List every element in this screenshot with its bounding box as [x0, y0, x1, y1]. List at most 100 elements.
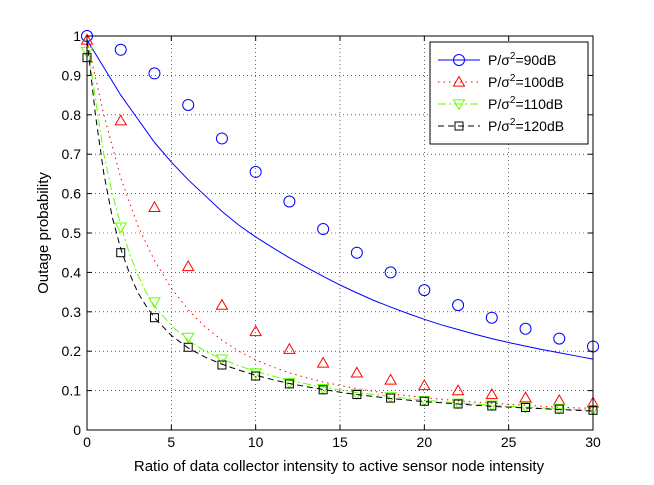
legend-label-tail: =90dB — [515, 52, 556, 68]
series-2-marker — [384, 373, 397, 385]
series-3-marker — [249, 368, 263, 380]
series-3-marker — [148, 297, 161, 309]
y-tick-label: 0.6 — [62, 186, 82, 202]
legend-label-tail: =120dB — [515, 118, 564, 134]
series-3-marker — [181, 332, 195, 344]
y-tick-label: 0 — [73, 422, 81, 438]
series-1-marker — [114, 43, 127, 56]
series-3-marker — [114, 222, 128, 234]
series-2 — [80, 33, 600, 409]
series-3-marker — [384, 392, 397, 404]
x-tick-label: 5 — [167, 434, 175, 450]
legend-marker-1 — [453, 54, 465, 66]
legend-label-superscript: 2 — [510, 95, 516, 106]
series-2-marker — [249, 324, 263, 337]
series-4 — [82, 39, 598, 415]
legend-label-1: P/σ2=90dB — [488, 51, 556, 68]
y-tick-label: 0.7 — [62, 146, 82, 162]
series-1-marker — [215, 132, 228, 145]
series-2-marker — [451, 384, 465, 396]
legend-marker-2 — [452, 75, 466, 87]
series-1-marker — [283, 195, 296, 208]
series-3-line — [86, 39, 594, 411]
series-2-marker — [114, 114, 128, 126]
series-1-marker — [384, 266, 397, 279]
series-1-marker — [452, 299, 465, 312]
series-2-marker — [316, 356, 330, 368]
series-2-marker — [181, 259, 195, 272]
x-axis-label: Ratio of data collector intensity to act… — [134, 458, 545, 475]
series-2-marker — [283, 342, 296, 354]
plot-frame — [86, 35, 594, 431]
legend-label-superscript: 2 — [510, 51, 516, 62]
y-tick-label: 0.2 — [62, 343, 82, 359]
y-tick-label: 0.3 — [62, 304, 82, 320]
y-tick-label: 1 — [73, 28, 81, 44]
series-2-marker — [519, 391, 532, 403]
series-4-marker — [386, 393, 396, 403]
series-2-marker — [148, 200, 161, 213]
series-2-line — [86, 39, 594, 409]
legend-box — [429, 41, 589, 145]
legend-label-base: P/σ — [488, 74, 510, 90]
y-tick-label: 0.5 — [62, 225, 82, 241]
series-1-marker — [485, 311, 498, 324]
series-4-marker — [521, 403, 531, 413]
series-4-marker — [419, 396, 429, 406]
series-2-marker — [350, 366, 364, 378]
x-tick-label: 15 — [332, 434, 348, 450]
series-4-line — [86, 39, 594, 412]
series-1-marker — [553, 332, 566, 345]
x-tick-label: 20 — [417, 434, 433, 450]
series-1-line — [86, 39, 594, 360]
series-1-marker — [519, 322, 532, 335]
series-4-marker — [116, 248, 126, 258]
legend-label-superscript: 2 — [510, 73, 516, 84]
y-axis-label: Outage probability — [35, 172, 52, 294]
legend-label-2: P/σ2=100dB — [488, 73, 564, 90]
series-4-marker — [487, 401, 497, 411]
legend-label-4: P/σ2=120dB — [488, 117, 564, 134]
series-4-marker — [284, 379, 294, 389]
series-1-marker — [350, 246, 363, 259]
legend-label-3: P/σ2=110dB — [488, 95, 563, 112]
series-2-marker — [215, 298, 229, 310]
series-3-marker — [215, 354, 229, 366]
x-tick-label: 25 — [501, 434, 517, 450]
series-4-marker — [554, 404, 564, 414]
series-4-marker — [318, 385, 328, 395]
series-3-marker — [283, 378, 296, 390]
grid-layer — [87, 36, 593, 430]
series-4-marker — [149, 313, 159, 323]
series-1-marker — [418, 284, 431, 297]
y-tick-label: 0.8 — [62, 107, 82, 123]
series-4-marker — [251, 371, 261, 381]
x-tick-label: 30 — [585, 434, 601, 450]
y-tick-label: 0.1 — [62, 383, 82, 399]
series-2-marker — [417, 378, 431, 391]
series-1-marker — [148, 67, 161, 80]
legend-label-base: P/σ — [488, 96, 510, 112]
y-tick-label: 0.9 — [62, 67, 82, 83]
y-tick-label: 0.4 — [62, 264, 82, 280]
legend-label-superscript: 2 — [510, 117, 516, 128]
series-layer — [80, 30, 600, 417]
series-4-marker — [217, 360, 227, 370]
x-tick-label: 0 — [83, 434, 91, 450]
x-tick-label: 10 — [248, 434, 264, 450]
series-4-marker — [183, 342, 193, 352]
series-1-marker — [182, 98, 195, 111]
series-1-marker — [317, 223, 330, 236]
series-4-marker — [453, 399, 463, 409]
legend-label-base: P/σ — [488, 52, 510, 68]
legend-marker-3 — [452, 99, 466, 111]
series-4-marker — [352, 390, 362, 400]
series-2-marker — [485, 388, 499, 400]
series-1-marker — [249, 165, 262, 178]
legend-label-base: P/σ — [488, 118, 510, 134]
legend-label-tail: =100dB — [515, 74, 564, 90]
legend-label-tail: =110dB — [515, 96, 563, 112]
legend-marker-4 — [454, 121, 464, 131]
